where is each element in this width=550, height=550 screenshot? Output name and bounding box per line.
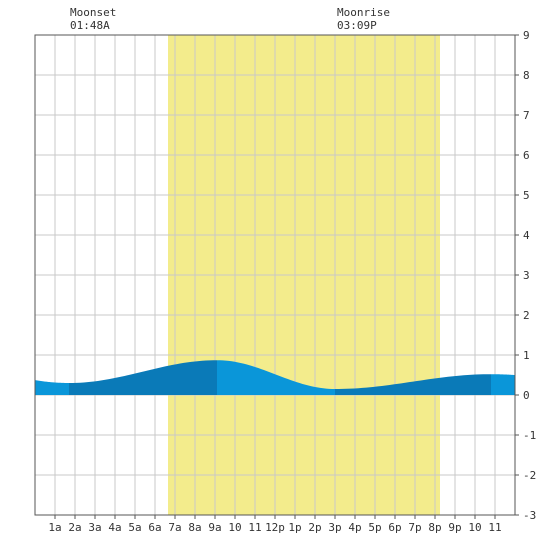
y-tick-label: 5 <box>523 189 530 202</box>
y-tick-label: 3 <box>523 269 530 282</box>
x-tick-label: 1p <box>288 521 301 534</box>
moonset-label: Moonset <box>70 6 117 19</box>
x-tick-label: 10 <box>468 521 481 534</box>
x-tick-label: 6a <box>148 521 161 534</box>
x-tick-label: 7a <box>168 521 181 534</box>
y-tick-label: -3 <box>523 509 536 522</box>
tide-segment <box>491 374 515 395</box>
x-tick-label: 2a <box>68 521 81 534</box>
x-tick-label: 9p <box>448 521 461 534</box>
x-tick-label: 3a <box>88 521 101 534</box>
tide-segment <box>217 360 335 395</box>
y-tick-label: -1 <box>523 429 536 442</box>
x-tick-label: 8p <box>428 521 441 534</box>
moonrise-label: Moonrise <box>337 6 390 19</box>
x-tick-label: 3p <box>328 521 341 534</box>
tide-area <box>35 360 515 395</box>
x-tick-label: 5a <box>128 521 141 534</box>
grid-lines <box>35 35 515 515</box>
y-tick-label: 8 <box>523 69 530 82</box>
x-axis-ticks: 1a 2a 3a 4a 5a 6a 7a 8a 9a 10 11 12p 1p 2p 3p 4p 5p 6p 7p 8… <box>48 515 502 534</box>
x-tick-label: 8a <box>188 521 201 534</box>
y-tick-label: 6 <box>523 149 530 162</box>
x-tick-label: 1a <box>48 521 61 534</box>
y-tick-label: 0 <box>523 389 530 402</box>
y-axis-ticks: 9 8 7 6 5 4 3 2 1 0 -1 -2 -3 <box>515 29 536 522</box>
x-tick-label: 5p <box>368 521 381 534</box>
y-tick-label: 7 <box>523 109 530 122</box>
y-tick-label: 4 <box>523 229 530 242</box>
x-tick-label: 6p <box>388 521 401 534</box>
y-tick-label: 9 <box>523 29 530 42</box>
y-tick-label: 1 <box>523 349 530 362</box>
y-tick-label: 2 <box>523 309 530 322</box>
tide-segment <box>35 380 69 395</box>
x-tick-label: 4p <box>348 521 361 534</box>
y-tick-label: -2 <box>523 469 536 482</box>
x-tick-label: 11 <box>248 521 261 534</box>
x-tick-label: 4a <box>108 521 121 534</box>
x-tick-label: 12p <box>265 521 285 534</box>
x-tick-label: 10 <box>228 521 241 534</box>
moonrise-time: 03:09P <box>337 19 377 32</box>
tide-segment <box>335 374 491 395</box>
x-tick-label: 9a <box>208 521 221 534</box>
moonset-time: 01:48A <box>70 19 110 32</box>
tide-segment <box>69 360 217 395</box>
x-tick-label: 7p <box>408 521 421 534</box>
x-tick-label: 11 <box>488 521 501 534</box>
x-tick-label: 2p <box>308 521 321 534</box>
